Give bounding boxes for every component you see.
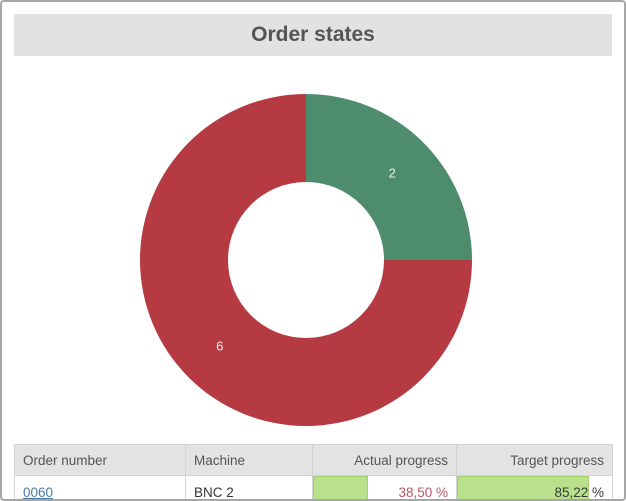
table-row: 0060 BNC 2 38,50 % 85,22 %: [14, 475, 613, 500]
target-progress-value: 85,22 %: [554, 484, 604, 500]
column-header-order-number: Order number: [14, 444, 186, 476]
donut-segment-6[interactable]: [140, 94, 472, 426]
order-number-link[interactable]: 0060: [23, 485, 54, 500]
donut-segment-label: 2: [389, 166, 396, 181]
orders-table: Order number Machine Actual progress Tar…: [14, 444, 613, 500]
donut-segment-label: 6: [216, 338, 223, 353]
column-header-machine: Machine: [185, 444, 313, 476]
machine-cell: BNC 2: [185, 475, 313, 499]
donut-chart-svg: 26: [140, 94, 472, 426]
target-progress-bar: [457, 476, 590, 499]
column-header-actual-progress: Actual progress: [312, 444, 457, 476]
actual-progress-bar: [313, 476, 369, 499]
actual-progress-cell: 38,50 %: [312, 475, 457, 500]
table-header-row: Order number Machine Actual progress Tar…: [14, 444, 613, 476]
target-progress-cell: 85,22 %: [456, 475, 613, 500]
order-number-cell: 0060: [14, 475, 186, 500]
panel-title: Order states: [14, 14, 612, 56]
actual-progress-value: 38,50 %: [398, 484, 448, 500]
donut-segment-2[interactable]: [306, 94, 472, 260]
column-header-target-progress: Target progress: [456, 444, 613, 476]
